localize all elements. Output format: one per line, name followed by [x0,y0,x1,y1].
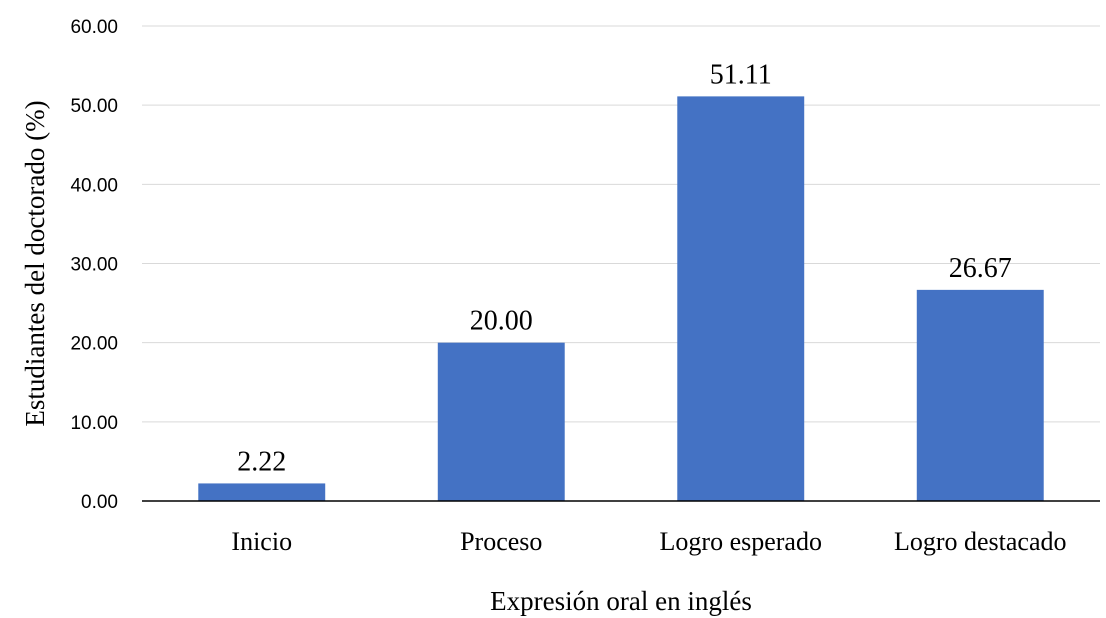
data-label: 26.67 [949,253,1012,284]
bar [677,96,805,502]
x-tick-label: Logro esperado [660,527,822,556]
y-tick-label: 10.00 [70,413,118,434]
y-axis-ticks: 0.00 10.00 20.00 30.00 40.00 50.00 60.00 [70,17,118,513]
x-tick-label: Proceso [460,527,542,556]
y-tick-label: 20.00 [70,334,118,355]
y-tick-label: 0.00 [81,492,118,513]
data-labels: 2.22 20.00 51.11 26.67 [237,59,1012,477]
bar [198,483,326,501]
bar [437,342,565,501]
data-label: 20.00 [470,306,533,337]
bar [916,289,1044,501]
x-axis-ticks: Inicio Proceso Logro esperado Logro destaca… [231,527,1066,556]
x-axis-title: Expresión oral en inglés [490,586,752,616]
y-axis-title: Estudiantes del doctorado (%) [20,100,50,426]
y-tick-label: 50.00 [70,96,118,117]
data-label: 51.11 [710,59,772,90]
y-tick-label: 40.00 [70,175,118,196]
y-tick-label: 30.00 [70,255,118,276]
y-tick-label: 60.00 [70,17,118,38]
bars [198,96,1044,502]
x-tick-label: Inicio [231,527,292,556]
data-label: 2.22 [237,446,286,477]
x-tick-label: Logro destacado [894,527,1067,556]
